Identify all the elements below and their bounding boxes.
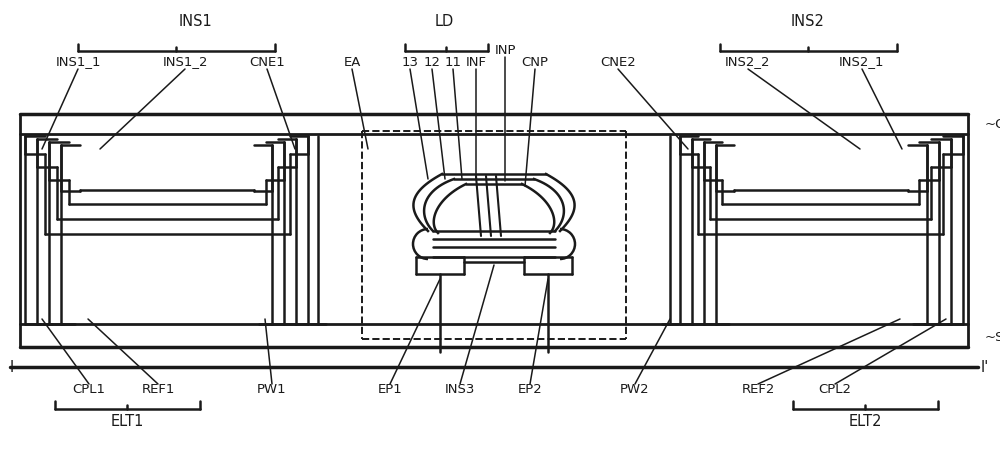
Text: CPL1: CPL1: [73, 383, 106, 396]
Text: 11: 11: [445, 56, 462, 68]
Text: LD: LD: [434, 15, 454, 30]
Text: REF1: REF1: [141, 383, 175, 396]
Text: ~OC: ~OC: [985, 118, 1000, 131]
Text: INS3: INS3: [445, 383, 475, 396]
Text: INS1: INS1: [178, 15, 212, 30]
Text: CNE1: CNE1: [249, 56, 285, 68]
Text: ELT2: ELT2: [848, 414, 882, 429]
Text: EP1: EP1: [378, 383, 402, 396]
Text: REF2: REF2: [741, 383, 775, 396]
Text: I': I': [981, 360, 989, 374]
Text: INS1_1: INS1_1: [55, 56, 101, 68]
Text: EP2: EP2: [518, 383, 542, 396]
Text: INS1_2: INS1_2: [162, 56, 208, 68]
Text: PW1: PW1: [257, 383, 287, 396]
Text: ~SUB: ~SUB: [985, 331, 1000, 344]
Text: EA: EA: [343, 56, 361, 68]
Text: INS2_2: INS2_2: [725, 56, 771, 68]
Text: INF: INF: [466, 56, 487, 68]
Text: CNP: CNP: [522, 56, 548, 68]
Text: INS2: INS2: [791, 15, 825, 30]
Text: CPL2: CPL2: [818, 383, 852, 396]
Text: 13: 13: [402, 56, 419, 68]
Text: I: I: [10, 360, 14, 374]
Text: INP: INP: [494, 43, 516, 56]
Text: PW2: PW2: [620, 383, 650, 396]
Text: INS2_1: INS2_1: [839, 56, 885, 68]
Text: ELT1: ELT1: [110, 414, 144, 429]
Text: CNE2: CNE2: [600, 56, 636, 68]
Text: 12: 12: [424, 56, 441, 68]
